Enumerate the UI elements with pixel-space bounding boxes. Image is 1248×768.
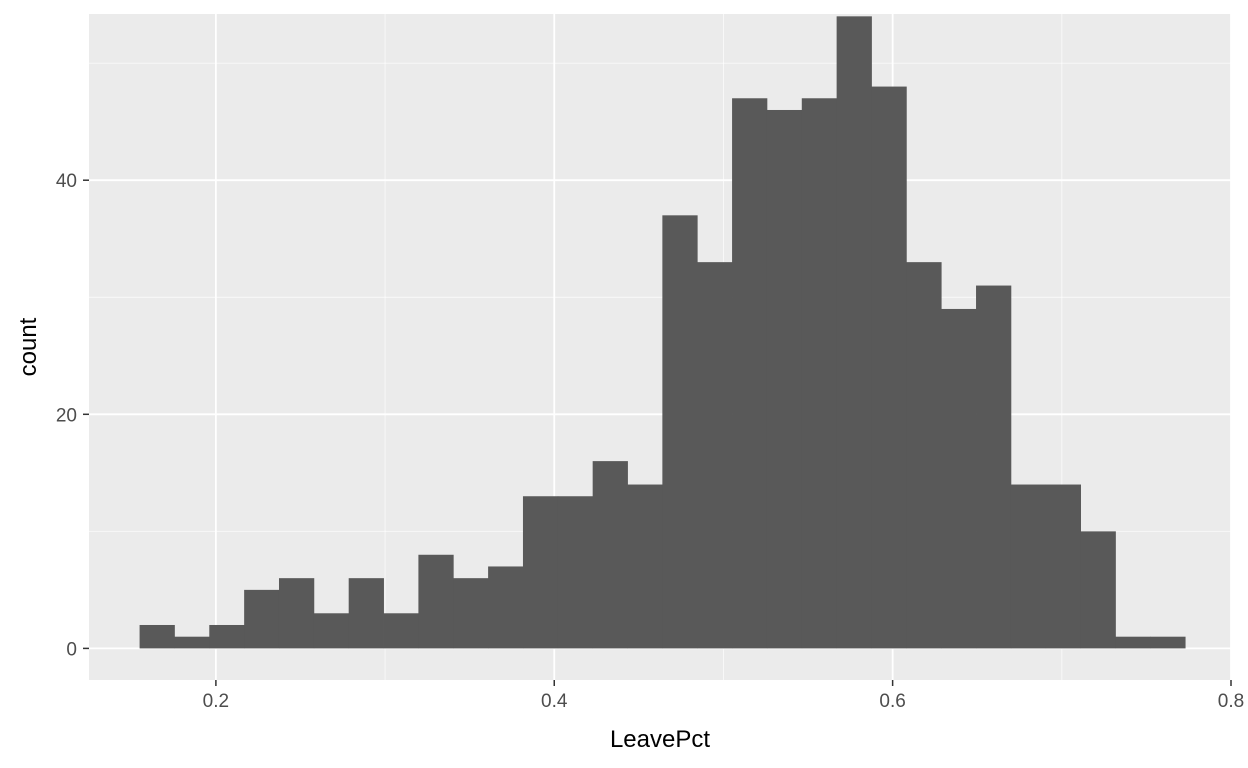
histogram-bar <box>662 215 698 649</box>
histogram-bar <box>906 262 942 649</box>
histogram-bar <box>418 554 454 649</box>
histogram-bar <box>1010 484 1047 649</box>
histogram-bar <box>522 496 559 649</box>
y-tick-label: 40 <box>56 171 77 192</box>
histogram-bar <box>1080 531 1116 649</box>
histogram-bars <box>139 16 1186 649</box>
histogram-bar <box>592 461 628 649</box>
x-tick-label: 0.6 <box>879 691 905 712</box>
histogram-bar <box>313 613 350 649</box>
y-tick-label: 20 <box>56 405 77 426</box>
histogram-bar <box>209 624 245 649</box>
histogram-bar <box>174 636 210 649</box>
histogram-bar <box>348 578 384 649</box>
histogram-bar <box>766 109 803 649</box>
histogram-bar <box>244 589 280 649</box>
x-axis: 0.2 0.4 0.6 0.8 <box>203 680 1244 712</box>
y-axis-title: count <box>15 317 42 376</box>
histogram-bar <box>732 98 768 649</box>
histogram-bar <box>941 308 977 649</box>
x-tick-label: 0.2 <box>203 691 229 712</box>
histogram-bar <box>453 578 489 649</box>
x-axis-title: LeavePct <box>610 726 710 753</box>
histogram-bar <box>836 16 872 649</box>
histogram-bar <box>697 262 733 649</box>
histogram-bar <box>1045 484 1081 649</box>
histogram-bar <box>557 496 594 649</box>
x-tick-label: 0.8 <box>1218 691 1244 712</box>
y-axis: 0 20 40 <box>56 171 89 660</box>
histogram-bar <box>488 566 524 649</box>
histogram-bar <box>1150 636 1186 649</box>
histogram-bar <box>801 98 838 649</box>
histogram-bar <box>1115 636 1151 649</box>
histogram-bar <box>383 613 419 649</box>
histogram-bar <box>139 624 175 649</box>
histogram-bar <box>278 578 315 649</box>
x-tick-label: 0.4 <box>541 691 568 712</box>
y-tick-label: 0 <box>66 639 77 660</box>
histogram-bar <box>627 484 663 649</box>
histogram-bar <box>871 86 907 649</box>
histogram-bar <box>976 285 1012 649</box>
